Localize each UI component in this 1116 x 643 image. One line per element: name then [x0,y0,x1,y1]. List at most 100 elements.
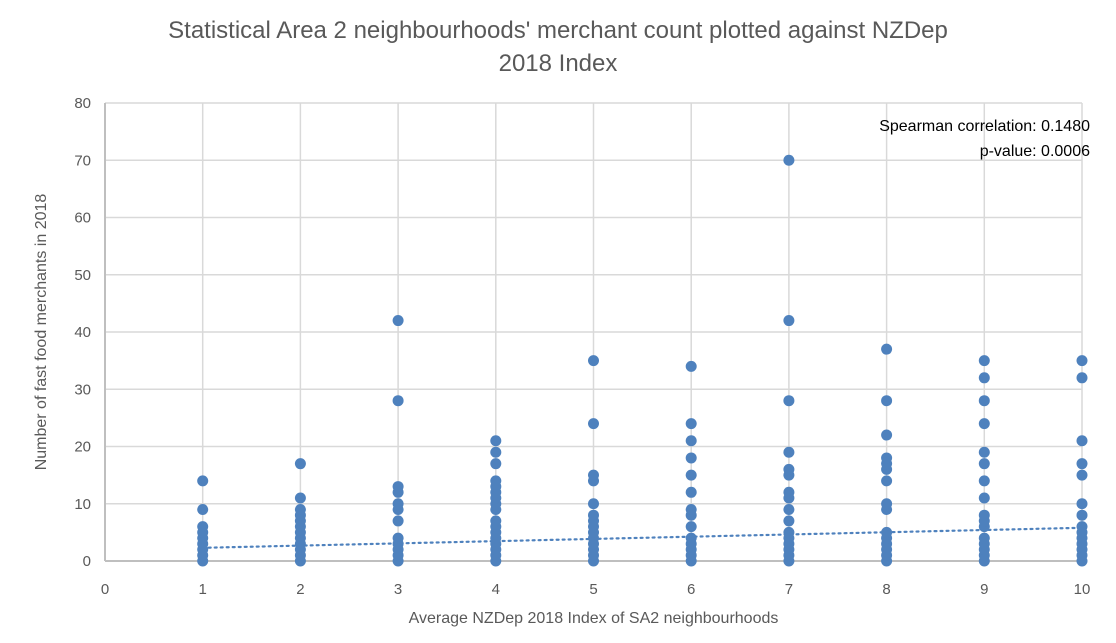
data-point [685,503,697,515]
data-point [588,498,599,510]
data-point [588,418,599,430]
data-point [392,315,404,327]
data-point [978,372,990,384]
axis-tick-labels: 0 10 20 30 40 50 60 70 80 0 1 2 3 4 5 6 7 8 9 10 [74,95,1090,598]
data-point [685,521,697,533]
data-point [978,492,990,504]
data-point [978,509,990,521]
data-point [588,469,599,481]
y-tick-label: 70 [74,152,91,169]
data-point [294,458,306,470]
data-point [1076,372,1088,384]
data-point [392,481,404,493]
data-point [783,395,795,407]
data-point [1076,458,1088,470]
chart-title-line-2: 2018 Index [498,50,618,77]
data-point [783,486,795,498]
y-tick-label: 10 [74,496,91,513]
data-point [1076,498,1088,510]
data-point [197,475,209,487]
data-point [1076,355,1088,367]
data-point [1076,509,1088,521]
x-tick-label: 1 [199,581,207,598]
correlation-annotation: Spearman correlation: 0.1480 p-value: 0.… [879,114,1090,164]
data-point [881,429,893,441]
x-tick-label: 6 [687,581,695,598]
data-point [294,503,306,515]
data-point [392,515,404,527]
data-point [783,315,795,327]
data-point [978,355,990,367]
data-point [881,475,893,487]
y-tick-label: 40 [74,324,91,341]
data-point [783,515,795,527]
x-tick-label: 2 [296,581,304,598]
x-tick-label: 4 [492,581,500,598]
x-tick-label: 7 [785,581,793,598]
data-point [978,532,990,544]
data-point [978,475,990,487]
data-point [783,526,795,538]
y-tick-label: 20 [74,439,91,456]
gridlines [104,102,1083,562]
data-point [197,503,209,515]
x-tick-label: 3 [394,581,402,598]
spearman-correlation-text: Spearman correlation: 0.1480 [879,118,1090,135]
chart-title: Statistical Area 2 neighbourhoods' merch… [0,14,1116,80]
data-points [197,154,1088,567]
data-point [685,418,697,430]
x-tick-label: 0 [101,581,109,598]
data-point [978,446,990,458]
data-point [685,486,697,498]
data-point [978,458,990,470]
data-point [392,498,404,510]
data-point [783,463,795,475]
data-point [490,515,502,527]
data-point [1076,469,1088,481]
data-point [685,532,697,544]
trendline-path [201,526,1084,549]
data-point [881,395,893,407]
data-point [392,532,404,544]
data-point [197,521,209,533]
data-point [978,418,990,430]
y-tick-label: 60 [74,210,91,227]
data-point [1076,435,1088,447]
trendline [201,526,1084,549]
data-point [588,355,599,367]
data-point [685,360,697,372]
data-point [588,509,599,521]
data-point [294,492,306,504]
data-point [783,446,795,458]
y-tick-label: 30 [74,381,91,398]
data-point [685,435,697,447]
data-point [881,343,893,355]
data-point [490,435,502,447]
x-tick-label: 9 [980,581,988,598]
data-point [490,458,502,470]
x-axis-label: Average NZDep 2018 Index of SA2 neighbou… [408,610,779,627]
data-point [1076,521,1088,533]
y-axis-label: Number of fast food merchants in 2018 [33,193,50,471]
data-point [685,469,697,481]
data-point [881,526,893,538]
data-point [490,475,502,487]
y-tick-label: 0 [83,553,91,570]
data-point [881,498,893,510]
x-tick-label: 10 [1074,581,1091,598]
chart-title-line-1: Statistical Area 2 neighbourhoods' merch… [168,17,948,44]
data-point [783,503,795,515]
x-tick-label: 5 [589,581,597,598]
y-tick-label: 80 [74,95,91,112]
data-point [783,154,795,166]
data-point [392,395,404,407]
data-point [490,446,502,458]
y-tick-label: 50 [74,267,91,284]
data-point [978,395,990,407]
p-value-text: p-value: 0.0006 [979,143,1090,160]
x-tick-label: 8 [882,581,890,598]
data-point [685,452,697,464]
data-point [881,452,893,464]
